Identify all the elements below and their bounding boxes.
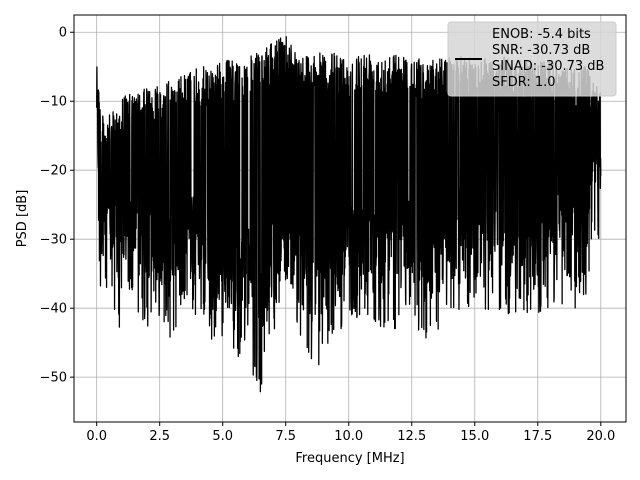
x-tick-label: 0.0 bbox=[86, 429, 107, 444]
y-tick-label: −40 bbox=[40, 302, 67, 317]
x-tick-label: 20.0 bbox=[586, 429, 615, 444]
x-axis-ticks: 0.0 2.5 5.0 7.5 10.0 12.5 15.0 17.5 20.0 bbox=[86, 422, 615, 444]
x-tick-label: 7.5 bbox=[275, 429, 296, 444]
x-tick-label: 12.5 bbox=[397, 429, 426, 444]
x-tick-label: 15.0 bbox=[460, 429, 489, 444]
legend-sinad-label: SINAD: -30.73 dB bbox=[492, 59, 604, 74]
y-tick-label: 0 bbox=[59, 26, 67, 41]
x-tick-label: 2.5 bbox=[149, 429, 170, 444]
x-axis-label: Frequency [MHz] bbox=[295, 451, 404, 466]
legend: ENOB: -5.4 bits SNR: -30.73 dB SINAD: -3… bbox=[447, 21, 617, 97]
legend-enob-label: ENOB: -5.4 bits bbox=[492, 27, 591, 42]
y-axis-ticks: 0 −10 −20 −30 −40 −50 bbox=[40, 26, 74, 386]
y-tick-label: −20 bbox=[40, 164, 67, 179]
legend-sfdr-label: SFDR: 1.0 bbox=[492, 75, 556, 90]
legend-box bbox=[447, 21, 617, 97]
y-tick-label: −10 bbox=[40, 95, 67, 110]
psd-trace-group bbox=[96, 36, 602, 393]
plot-frame bbox=[73, 14, 627, 423]
y-tick-label: −50 bbox=[40, 371, 67, 386]
y-tick-label: −30 bbox=[40, 233, 67, 248]
x-tick-label: 5.0 bbox=[212, 429, 233, 444]
y-axis-label: PSD [dB] bbox=[15, 190, 30, 248]
legend-snr-label: SNR: -30.73 dB bbox=[492, 43, 590, 58]
psd-trace-line bbox=[96, 36, 602, 393]
x-tick-label: 10.0 bbox=[334, 429, 363, 444]
x-tick-label: 17.5 bbox=[523, 429, 552, 444]
